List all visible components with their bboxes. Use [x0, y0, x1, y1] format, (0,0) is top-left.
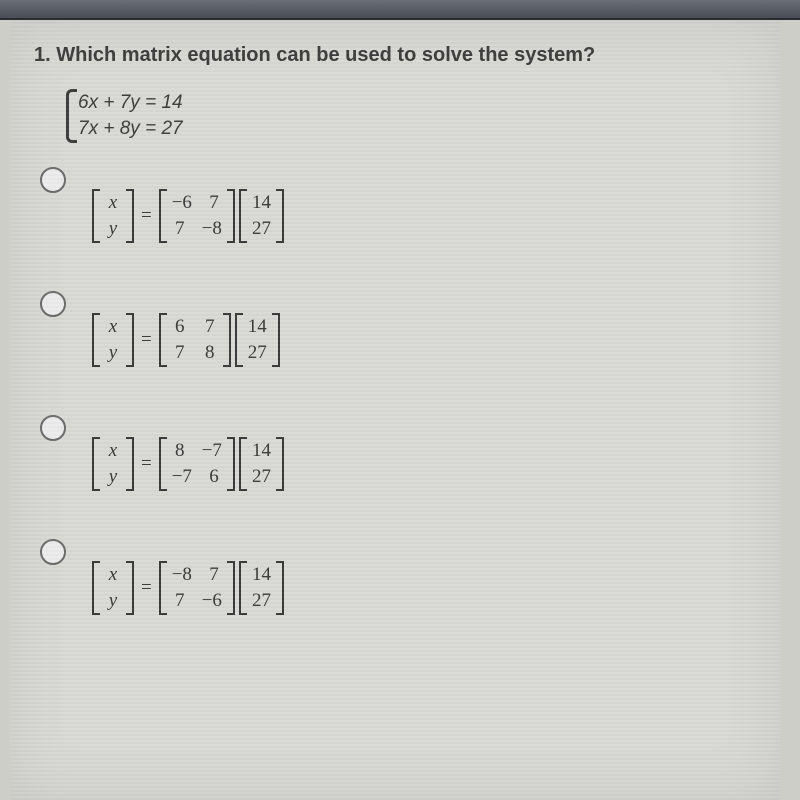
system-brace [60, 89, 74, 143]
option-4-lhs: xy [92, 561, 134, 615]
system-eq-1: 6x + 7y = 14 [78, 92, 183, 114]
radio-icon[interactable] [40, 167, 66, 193]
equals-sign: = [141, 577, 152, 599]
system-eq-2: 7x + 8y = 27 [78, 118, 183, 140]
question-prompt: Which matrix equation can be used to sol… [56, 44, 595, 66]
equals-sign: = [141, 329, 152, 351]
option-3-A: 8−7−76 [159, 437, 235, 491]
option-1-lhs: xy [92, 189, 134, 243]
option-2[interactable]: xy = 6778 1427 [40, 291, 756, 367]
option-1-b: 1427 [239, 189, 284, 243]
radio-icon[interactable] [40, 539, 66, 565]
window-titlebar [0, 0, 800, 20]
option-4-A: −877−6 [159, 561, 235, 615]
option-1-equation: xy = −677−8 1427 [90, 189, 286, 243]
equals-sign: = [141, 205, 152, 227]
option-3-b: 1427 [239, 437, 284, 491]
option-1[interactable]: xy = −677−8 1427 [40, 167, 756, 243]
option-3-lhs: xy [92, 437, 134, 491]
option-3[interactable]: xy = 8−7−76 1427 [40, 415, 756, 491]
option-4[interactable]: xy = −877−6 1427 [40, 539, 756, 615]
option-1-A: −677−8 [159, 189, 235, 243]
equation-system: 6x + 7y = 14 7x + 8y = 27 [60, 89, 183, 143]
answer-options: xy = −677−8 1427 [40, 167, 756, 615]
question-page: 1. Which matrix equation can be used to … [10, 22, 780, 800]
question-number: 1. [34, 44, 51, 66]
radio-icon[interactable] [40, 291, 66, 317]
option-3-equation: xy = 8−7−76 1427 [90, 437, 286, 491]
question-text: 1. Which matrix equation can be used to … [34, 44, 756, 67]
option-2-A: 6778 [159, 313, 231, 367]
option-4-equation: xy = −877−6 1427 [90, 561, 286, 615]
radio-icon[interactable] [40, 415, 66, 441]
equals-sign: = [141, 453, 152, 475]
option-2-equation: xy = 6778 1427 [90, 313, 282, 367]
option-2-lhs: xy [92, 313, 134, 367]
option-2-b: 1427 [235, 313, 280, 367]
option-4-b: 1427 [239, 561, 284, 615]
